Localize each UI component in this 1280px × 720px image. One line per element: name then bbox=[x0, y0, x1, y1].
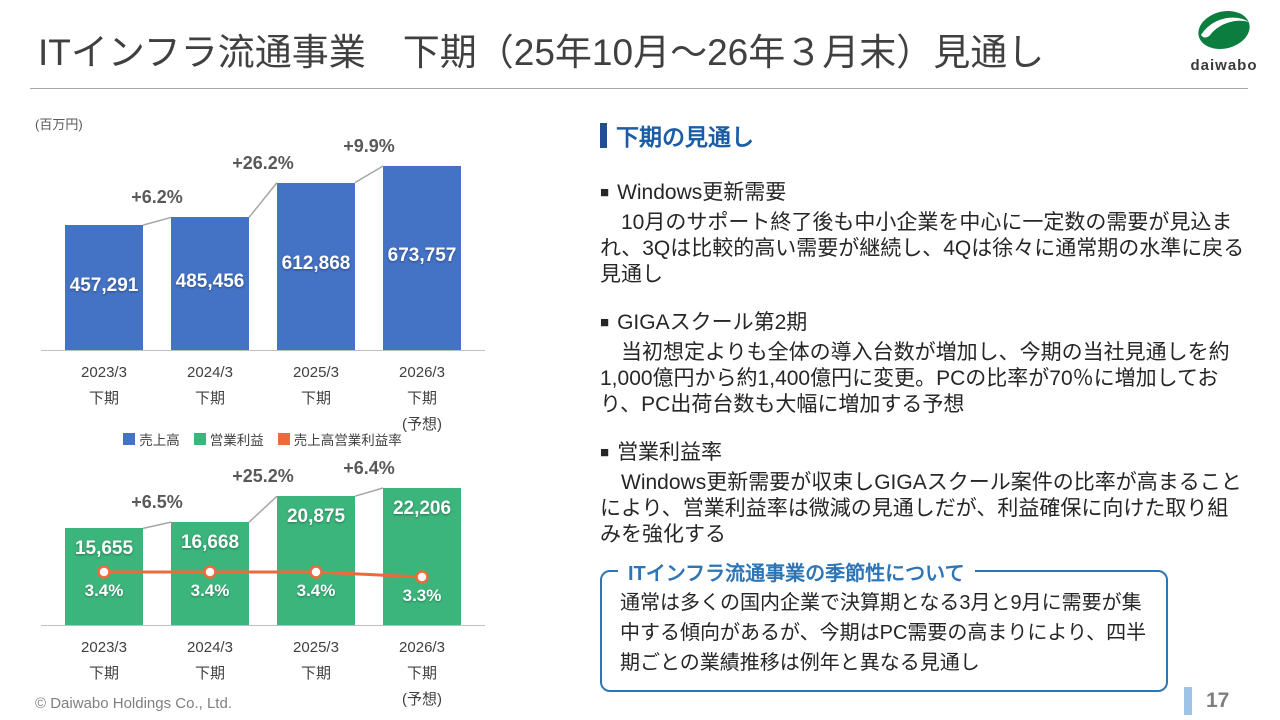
square-bullet-icon: ■ bbox=[600, 314, 610, 331]
page-accent-bar bbox=[1184, 687, 1192, 715]
page-number-block: 17 bbox=[1184, 687, 1229, 715]
daiwabo-logo-mark bbox=[1198, 10, 1250, 50]
title-divider bbox=[30, 88, 1248, 89]
category-label: 2024/3 下期 bbox=[157, 635, 263, 687]
growth-label: +26.2% bbox=[232, 152, 294, 173]
category-label: 2025/3 下期 bbox=[263, 635, 369, 687]
x-axis-line bbox=[41, 625, 485, 626]
page-title: ITインフラ流通事業 下期（25年10月～26年３月末）見通し bbox=[38, 32, 1045, 73]
section-title: ■ GIGAスクール第2期 bbox=[600, 306, 1250, 336]
category-label-line: 下期 bbox=[194, 390, 225, 407]
category-label: 2024/3 下期 bbox=[157, 360, 263, 412]
bar-value-label: 673,757 bbox=[387, 245, 457, 266]
legend-label: 営業利益 bbox=[209, 433, 264, 448]
margin-label: 3.4% bbox=[190, 581, 230, 600]
category-label: 2023/3 下期 bbox=[51, 360, 157, 412]
category-label: 2026/3 下期 (予想) bbox=[369, 635, 475, 713]
operating-profit-bar bbox=[277, 496, 355, 625]
legend-item: 営業利益 bbox=[193, 429, 264, 449]
bar-value-label: 15,655 bbox=[74, 538, 134, 560]
section-title: ■ 営業利益率 bbox=[600, 436, 1250, 466]
chart-legend: 売上高 営業利益 売上高営業利益率 bbox=[35, 429, 490, 449]
category-label-line: 下期 bbox=[88, 390, 119, 407]
margin-label: 3.3% bbox=[402, 586, 442, 605]
margin-label: 3.4% bbox=[296, 581, 336, 600]
revenue-bar bbox=[383, 166, 461, 350]
seasonality-box-title: ITインフラ流通事業の季節性について bbox=[618, 557, 975, 586]
section-windows-demand: ■ Windows更新需要 10月のサポート終了後も中小企業を中心に一定数の需要が… bbox=[600, 176, 1250, 288]
revenue-bar bbox=[65, 225, 143, 350]
section-title: ■ Windows更新需要 bbox=[600, 176, 1250, 206]
category-label-line: 2024/3 bbox=[187, 639, 233, 656]
category-label-line: 下期 bbox=[406, 665, 437, 682]
daiwabo-logo: daiwabo bbox=[1178, 8, 1270, 74]
category-label: 2026/3 下期 (予想) bbox=[369, 360, 475, 438]
category-label-line: 2023/3 bbox=[81, 639, 127, 656]
section-giga-school: ■ GIGAスクール第2期 当初想定よりも全体の導入台数が増加し、今期の当社見通し… bbox=[600, 306, 1250, 418]
growth-label: +9.9% bbox=[343, 136, 395, 156]
legend-swatch bbox=[123, 433, 136, 445]
bar-value-label: 22,206 bbox=[392, 498, 452, 519]
category-label: 2023/3 下期 bbox=[51, 635, 157, 687]
unit-label: (百万円) bbox=[35, 117, 83, 132]
section-title-text: GIGAスクール第2期 bbox=[617, 311, 808, 334]
category-label-line: (予想) bbox=[402, 416, 442, 433]
legend-item: 売上高営業利益率 bbox=[277, 429, 402, 449]
section-title-text: Windows更新需要 bbox=[617, 181, 787, 204]
bar-value-label: 20,875 bbox=[286, 506, 346, 528]
square-bullet-icon: ■ bbox=[600, 444, 610, 461]
revenue-bar-chart: (百万円) 457,291 2023/3 下期 485,456 2024/3 下期 612,… bbox=[35, 112, 490, 433]
legend-swatch bbox=[193, 433, 206, 445]
category-label-line: 2026/3 bbox=[399, 364, 445, 381]
bar-value-label: 612,868 bbox=[281, 253, 351, 275]
category-label-line: 2025/3 bbox=[293, 639, 339, 656]
section-body: 10月のサポート終了後も中小企業を中心に一定数の需要が見込まれ、3Qは比較的高い… bbox=[600, 211, 1245, 286]
seasonality-box-body: 通常は多くの国内企業で決算期となる3月と9月に需要が集中する傾向があるが、今期は… bbox=[620, 592, 1147, 674]
section-body: 当初想定よりも全体の導入台数が増加し、今期の当社見通しを約1,000億円から約1… bbox=[600, 341, 1230, 416]
logo-wordmark: daiwabo bbox=[1190, 57, 1258, 74]
panel-heading: 下期の見通し bbox=[616, 124, 754, 150]
x-axis-line bbox=[41, 350, 485, 351]
profit-bar-line-chart: 15,655 2023/3 下期 16,668 2024/3 下期 20,875 2025/3… bbox=[35, 455, 490, 720]
forecast-panel: 下期の見通し ■ Windows更新需要 10月のサポート終了後も中小企業を中心に… bbox=[600, 118, 1250, 692]
category-label-line: 2025/3 bbox=[293, 364, 339, 381]
legend-label: 売上高 bbox=[139, 433, 180, 448]
category-label-line: 2023/3 bbox=[81, 364, 127, 381]
revenue-bar bbox=[277, 182, 355, 350]
growth-label: +6.5% bbox=[131, 492, 183, 513]
category-label-line: 下期 bbox=[406, 390, 437, 407]
page-number: 17 bbox=[1206, 689, 1230, 712]
copyright-text: © Daiwabo Holdings Co., Ltd. bbox=[35, 695, 232, 712]
heading-accent-bar bbox=[600, 122, 607, 148]
category-label-line: 下期 bbox=[194, 665, 225, 682]
panel-heading-row: 下期の見通し bbox=[600, 118, 1250, 152]
legend-label: 売上高営業利益率 bbox=[293, 433, 402, 448]
category-label-line: 2024/3 bbox=[187, 364, 233, 381]
growth-label: +25.2% bbox=[232, 466, 294, 487]
seasonality-box: ITインフラ流通事業の季節性について 通常は多くの国内企業で決算期となる3月と9… bbox=[600, 557, 1168, 692]
square-bullet-icon: ■ bbox=[600, 184, 610, 201]
section-operating-margin: ■ 営業利益率 Windows更新需要が収束しGIGAスクール案件の比率が高まるこ… bbox=[600, 436, 1250, 548]
bar-value-label: 16,668 bbox=[180, 532, 240, 554]
category-label-line: 下期 bbox=[300, 390, 331, 407]
margin-label: 3.4% bbox=[84, 581, 124, 600]
category-label-line: 2026/3 bbox=[399, 639, 445, 656]
bar-value-label: 485,456 bbox=[175, 270, 245, 292]
revenue-bar bbox=[171, 217, 249, 350]
category-label: 2025/3 下期 bbox=[263, 360, 369, 412]
growth-label: +6.4% bbox=[343, 458, 395, 478]
category-label-line: 下期 bbox=[300, 665, 331, 682]
operating-profit-bar bbox=[383, 488, 461, 625]
legend-swatch bbox=[277, 433, 290, 445]
category-label-line: 下期 bbox=[88, 665, 119, 682]
legend-item: 売上高 bbox=[123, 429, 180, 449]
category-label-line: (予想) bbox=[402, 691, 442, 708]
bar-value-label: 457,291 bbox=[69, 274, 139, 296]
section-body: Windows更新需要が収束しGIGAスクール案件の比率が高まることにより、営業… bbox=[600, 471, 1242, 546]
section-title-text: 営業利益率 bbox=[617, 441, 723, 464]
growth-label: +6.2% bbox=[131, 187, 183, 208]
